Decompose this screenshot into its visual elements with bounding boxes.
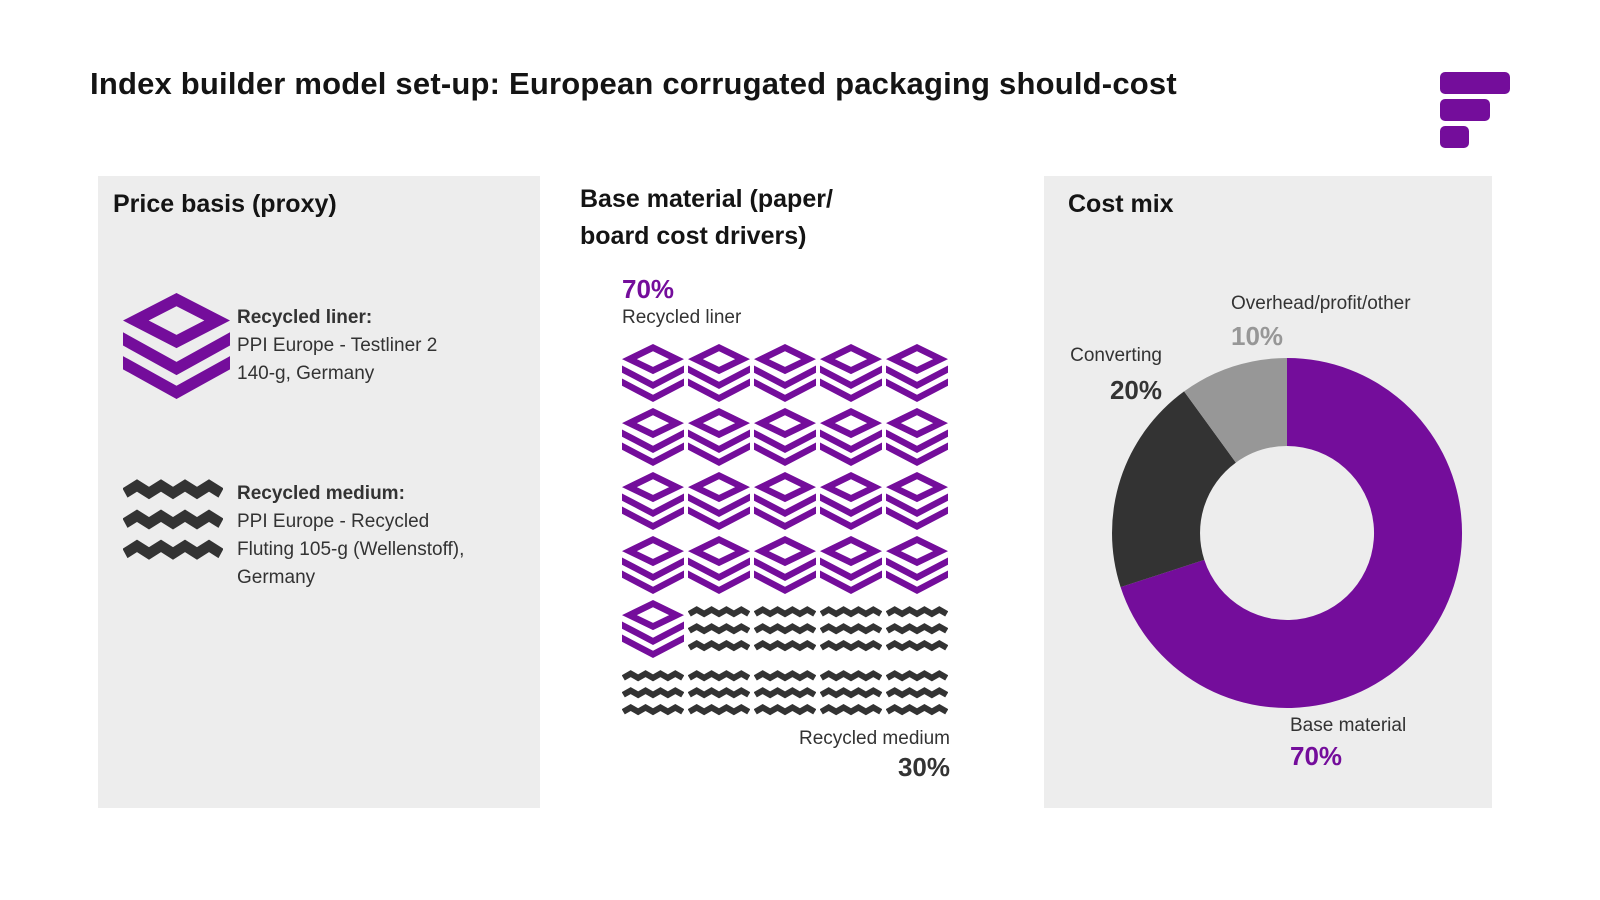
logo-bar-middle <box>1440 99 1490 121</box>
recycled-medium-line2: Fluting 105-g (Wellenstoff), <box>237 539 465 560</box>
waffle-cell-recycled-liner-icon <box>886 472 948 530</box>
waffle-cell-recycled-liner-icon <box>622 536 684 594</box>
waffle-cell-recycled-medium-icon <box>820 664 882 722</box>
waffle-cell-recycled-liner-icon <box>688 536 750 594</box>
recycled-liner-heading: Recycled liner: <box>237 307 373 328</box>
recycled-medium-zigzag-icon <box>122 479 224 561</box>
waffle-cell-recycled-medium-icon <box>688 600 750 658</box>
cost-mix-panel: Cost mix Overhead/profit/other 10% Conve… <box>1044 176 1492 808</box>
recycled-liner-percent: 70% <box>622 274 675 304</box>
waffle-cell-recycled-medium-icon <box>886 600 948 658</box>
base-material-percent: 70% <box>1290 741 1343 771</box>
converting-percent: 20% <box>1109 375 1162 405</box>
converting-label: Converting <box>1070 345 1162 366</box>
waffle-cell-recycled-liner-icon <box>754 472 816 530</box>
recycled-liner-legend: Recycled liner: PPI Europe - Testliner 2… <box>237 304 437 388</box>
recycled-medium-line1: PPI Europe - Recycled <box>237 511 430 532</box>
recycled-liner-layers-icon <box>123 293 230 399</box>
waffle-cell-recycled-medium-icon <box>688 664 750 722</box>
recycled-liner-label: Recycled liner <box>622 307 742 328</box>
waffle-cell-recycled-liner-icon <box>688 472 750 530</box>
base-material-title-line2: board cost drivers) <box>580 222 807 250</box>
waffle-cell-recycled-liner-icon <box>820 472 882 530</box>
waffle-cell-recycled-liner-icon <box>886 536 948 594</box>
page-title: Index builder model set-up: European cor… <box>90 66 1177 101</box>
donut-slice-overhead-profit-other <box>1184 358 1287 463</box>
logo-bar-bottom <box>1440 126 1469 148</box>
base-material-waffle-chart <box>622 344 948 722</box>
waffle-cell-recycled-liner-icon <box>622 472 684 530</box>
price-basis-panel: Price basis (proxy) Recycled liner: PPI … <box>98 176 540 808</box>
waffle-cell-recycled-liner-icon <box>754 344 816 402</box>
logo-bar-top <box>1440 72 1510 94</box>
recycled-liner-line1: PPI Europe - Testliner 2 <box>237 335 438 356</box>
brand-logo-bars-icon <box>1440 72 1520 152</box>
waffle-cell-recycled-medium-icon <box>886 664 948 722</box>
recycled-liner-line2: 140-g, Germany <box>237 363 375 384</box>
waffle-cell-recycled-liner-icon <box>754 408 816 466</box>
waffle-cell-recycled-liner-icon <box>688 408 750 466</box>
recycled-medium-heading: Recycled medium: <box>237 483 405 504</box>
overhead-percent: 10% <box>1231 321 1284 351</box>
waffle-cell-recycled-liner-icon <box>820 408 882 466</box>
waffle-cell-recycled-liner-icon <box>688 344 750 402</box>
waffle-cell-recycled-medium-icon <box>820 600 882 658</box>
donut-slice-base-material <box>1120 358 1463 708</box>
donut-slice-converting <box>1112 391 1236 588</box>
cost-mix-title: Cost mix <box>1068 190 1174 218</box>
waffle-cell-recycled-liner-icon <box>820 344 882 402</box>
waffle-cell-recycled-liner-icon <box>886 344 948 402</box>
overhead-label: Overhead/profit/other <box>1231 293 1411 314</box>
base-material-title-line1: Base material (paper/ <box>580 185 833 213</box>
recycled-medium-percent: 30% <box>897 752 950 782</box>
base-material-label: Base material <box>1290 715 1407 736</box>
cost-mix-donut-chart <box>1112 358 1463 708</box>
waffle-cell-recycled-medium-icon <box>622 664 684 722</box>
price-basis-title: Price basis (proxy) <box>113 190 337 218</box>
waffle-cell-recycled-medium-icon <box>754 664 816 722</box>
recycled-medium-legend: Recycled medium: PPI Europe - Recycled F… <box>237 480 464 592</box>
recycled-medium-line3: Germany <box>237 567 316 588</box>
waffle-cell-recycled-medium-icon <box>754 600 816 658</box>
waffle-cell-recycled-liner-icon <box>754 536 816 594</box>
waffle-cell-recycled-liner-icon <box>622 600 684 658</box>
waffle-cell-recycled-liner-icon <box>886 408 948 466</box>
waffle-cell-recycled-liner-icon <box>820 536 882 594</box>
recycled-medium-label: Recycled medium <box>799 728 950 749</box>
waffle-cell-recycled-liner-icon <box>622 408 684 466</box>
waffle-cell-recycled-liner-icon <box>622 344 684 402</box>
